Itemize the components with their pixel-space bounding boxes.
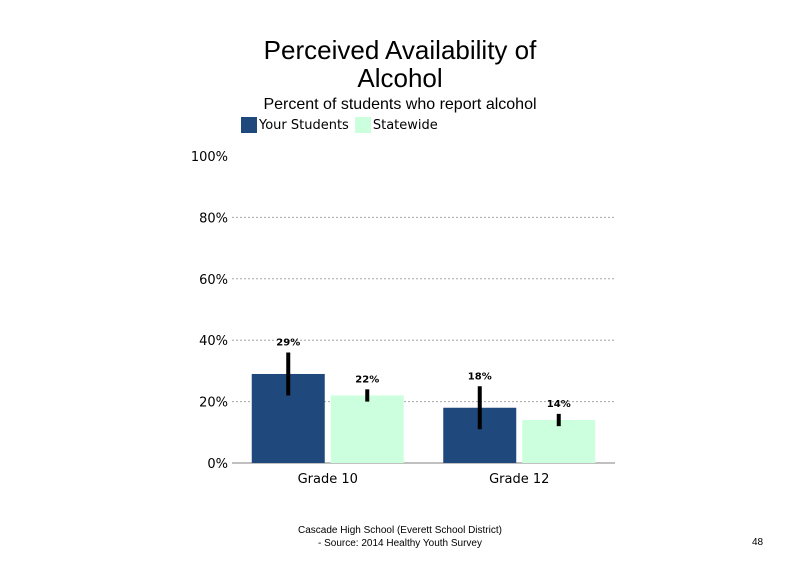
legend-swatch-statewide bbox=[354, 117, 371, 133]
y-tick-label-100: 100% bbox=[191, 150, 228, 165]
legend-item-your-students: Your Students bbox=[241, 117, 349, 133]
x-tick-label-grade-10: Grade 10 bbox=[298, 472, 358, 487]
data-label-your-students-grade-10: 29% bbox=[276, 337, 300, 348]
chart-title-line1: Perceived Availability of bbox=[263, 35, 537, 65]
footer-line2: - Source: 2014 Healthy Youth Survey bbox=[318, 538, 482, 549]
y-tick-label-80: 80% bbox=[199, 211, 228, 226]
footer-line1: Cascade High School (Everett School Dist… bbox=[298, 525, 502, 536]
chart-subtitle: Percent of students who report alcohol bbox=[263, 96, 537, 113]
y-tick-label-40: 40% bbox=[199, 334, 228, 349]
y-tick-label-20: 20% bbox=[199, 396, 228, 411]
chart-title: Perceived Availability of Alcohol bbox=[200, 36, 600, 92]
page-number: 48 bbox=[752, 537, 764, 548]
footer-source: Cascade High School (Everett School Dist… bbox=[200, 524, 600, 550]
legend-item-statewide: Statewide bbox=[354, 117, 438, 133]
y-tick-label-60: 60% bbox=[199, 273, 228, 288]
chart-legend: Your Students Statewide bbox=[241, 117, 444, 133]
y-tick-label-0: 0% bbox=[207, 457, 228, 472]
bar-statewide-grade-12 bbox=[522, 420, 596, 463]
x-tick-label-grade-12: Grade 12 bbox=[489, 472, 549, 487]
data-label-your-students-grade-12: 18% bbox=[468, 371, 492, 382]
data-label-statewide-grade-10: 22% bbox=[355, 374, 379, 385]
legend-swatch-your-students bbox=[241, 117, 257, 133]
bar-statewide-grade-10 bbox=[330, 395, 404, 463]
chart-title-line2: Alcohol bbox=[357, 63, 443, 93]
data-label-statewide-grade-12: 14% bbox=[547, 399, 571, 410]
legend-label-your-students: Your Students bbox=[259, 117, 349, 133]
legend-label-statewide: Statewide bbox=[372, 117, 438, 133]
